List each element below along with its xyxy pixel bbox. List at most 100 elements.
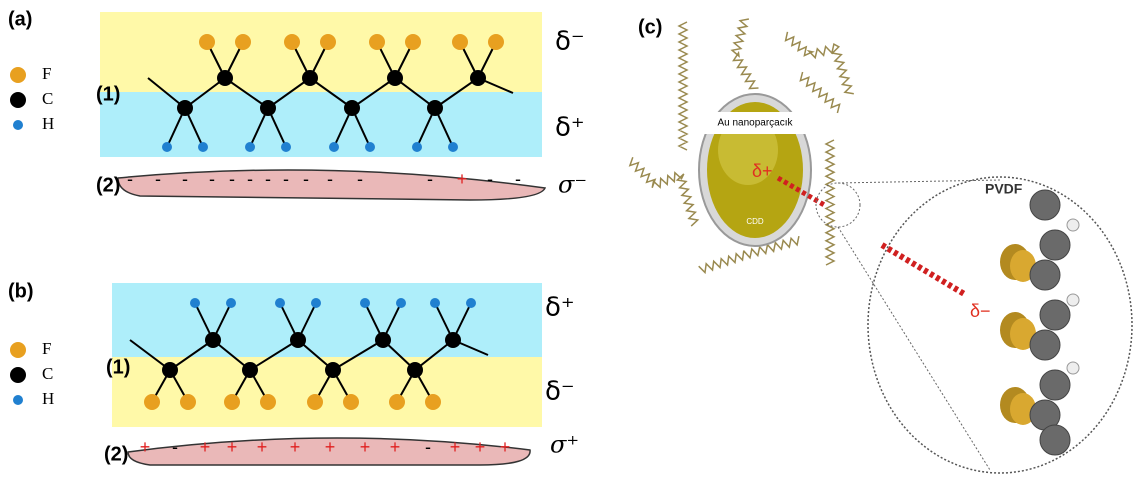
surface-sign: - (182, 169, 188, 189)
legend-label: F (42, 339, 51, 358)
h-atom (1067, 362, 1079, 374)
legend-swatch (13, 395, 23, 405)
surface-sign: - (127, 169, 133, 189)
surface-sign: + (257, 437, 268, 457)
atom (180, 394, 196, 410)
legend-label: F (42, 64, 51, 83)
atom (360, 298, 370, 308)
carbon (290, 332, 306, 348)
atom (448, 142, 458, 152)
carbon (217, 70, 233, 86)
c-atom (1030, 260, 1060, 290)
legend-swatch (10, 67, 26, 83)
atom (405, 34, 421, 50)
surface-charge: σ⁻ (558, 171, 587, 199)
atom (226, 298, 236, 308)
panel-label: (c) (638, 16, 662, 38)
surface-sign: - (209, 169, 215, 189)
polymer-charge: δ− (970, 301, 991, 321)
atom (389, 394, 405, 410)
layer-label: (2) (96, 174, 120, 196)
c-atom (1040, 300, 1070, 330)
coating-label: CDD (746, 217, 764, 226)
atom (144, 394, 160, 410)
atom (275, 298, 285, 308)
polymer-chain (630, 157, 698, 226)
surface-sign: - (357, 169, 363, 189)
panel-label: (b) (8, 280, 34, 302)
c-atom (1040, 370, 1070, 400)
surface-sign: + (290, 437, 301, 457)
carbon (344, 100, 360, 116)
surface-sign: + (200, 437, 211, 457)
zoom-line (838, 180, 1000, 183)
layer-label: (1) (96, 83, 120, 105)
polymer-label: PVDF (985, 181, 1023, 197)
carbon (162, 362, 178, 378)
band-cyan (112, 283, 542, 357)
legend-label: H (42, 389, 54, 408)
polymer-chain (800, 72, 839, 113)
surface-sign: + (140, 437, 151, 457)
panel-label: (a) (8, 8, 32, 30)
surface-sign: - (515, 169, 521, 189)
legend-swatch (13, 120, 23, 130)
surface-sign: - (425, 437, 431, 457)
atom (343, 394, 359, 410)
surface-sign: - (283, 169, 289, 189)
surface-sign: - (247, 169, 253, 189)
surface-sign: + (227, 437, 238, 457)
surface-sign: - (427, 169, 433, 189)
h-atom (1067, 219, 1079, 231)
carbon (177, 100, 193, 116)
carbon (407, 362, 423, 378)
legend-swatch (10, 92, 26, 108)
surface-charge: σ⁺ (550, 431, 579, 459)
figure: (a) (1) (2) δ⁻ δ⁺ σ⁻ (b) (1) (2) δ⁺ δ⁻ σ… (0, 0, 1139, 484)
surface-sign: + (450, 437, 461, 457)
atom (245, 142, 255, 152)
atom (284, 34, 300, 50)
layer-label: (2) (104, 443, 128, 465)
c-atom (1040, 425, 1070, 455)
surface-sign: + (390, 437, 401, 457)
carbon (387, 70, 403, 86)
charge-label: δ⁻ (545, 377, 575, 407)
atom (452, 34, 468, 50)
carbon (325, 362, 341, 378)
atom (198, 142, 208, 152)
atom (260, 394, 276, 410)
atom (235, 34, 251, 50)
surface-sign: - (327, 169, 333, 189)
surface-sign: + (360, 437, 371, 457)
charge-label: δ⁺ (545, 293, 575, 323)
atom (488, 34, 504, 50)
polymer-chain (679, 22, 687, 150)
surface-sign: + (500, 437, 511, 457)
surface-sign: - (155, 169, 161, 189)
c-atom (1030, 190, 1060, 220)
h-atom (1067, 294, 1079, 306)
surface-sign: - (303, 169, 309, 189)
atom (199, 34, 215, 50)
legend-label: H (42, 114, 54, 133)
surface-sign: - (487, 169, 493, 189)
carbon (470, 70, 486, 86)
atom (162, 142, 172, 152)
surface-sign: + (475, 437, 486, 457)
carbon (205, 332, 221, 348)
atom (430, 298, 440, 308)
atom (224, 394, 240, 410)
atom (311, 298, 321, 308)
legend-label: C (42, 89, 53, 108)
carbon (427, 100, 443, 116)
polymer-chain (826, 140, 834, 265)
atom (329, 142, 339, 152)
legend-swatch (10, 367, 26, 383)
pvdf-molecule (1000, 190, 1079, 455)
carbon (260, 100, 276, 116)
interaction-line (882, 245, 966, 295)
particle-label: Au nanoparçacık (717, 118, 793, 129)
atom (281, 142, 291, 152)
surface-sign: + (457, 169, 468, 189)
